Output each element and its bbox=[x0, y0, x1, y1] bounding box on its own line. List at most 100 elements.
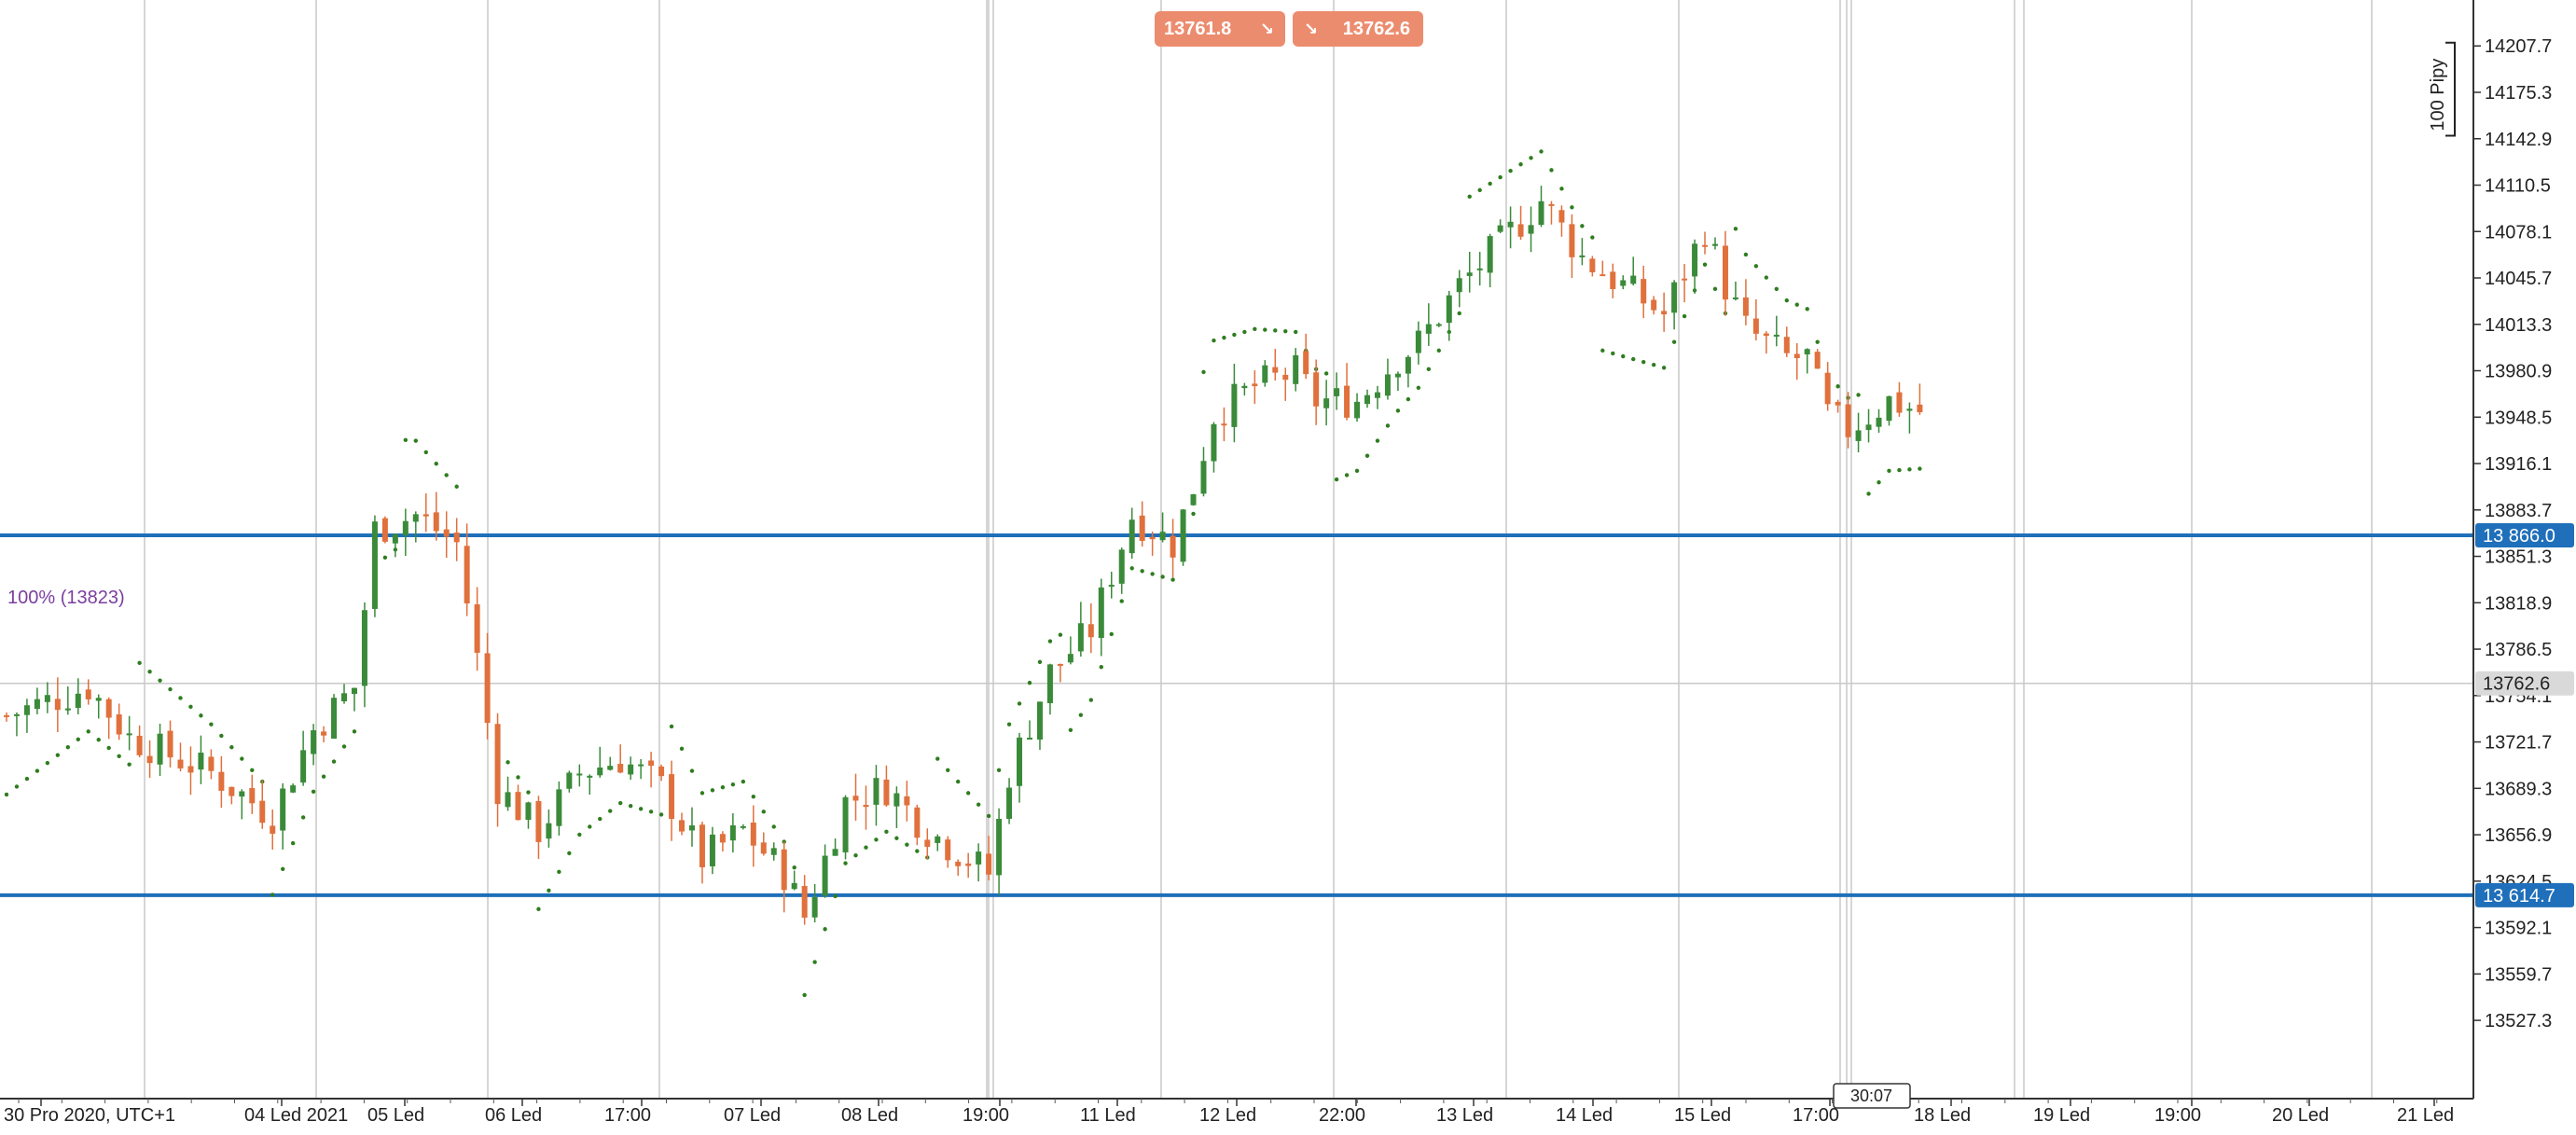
sar-dot bbox=[300, 815, 306, 820]
sar-dot bbox=[1570, 205, 1574, 210]
x-tick-label: 20 Led bbox=[2272, 1105, 2329, 1126]
sar-dot bbox=[1907, 467, 1912, 472]
sar-dot bbox=[1426, 367, 1432, 372]
candle-body bbox=[873, 778, 879, 805]
y-tick-label: 13818.9 bbox=[2485, 593, 2552, 614]
current-price-label-bg bbox=[2475, 671, 2574, 696]
countdown-box bbox=[1833, 1083, 1911, 1109]
candle-body bbox=[198, 753, 204, 770]
sar-dot bbox=[638, 807, 644, 811]
candle-body bbox=[1692, 243, 1698, 277]
candle-body bbox=[1763, 333, 1769, 337]
candle-body bbox=[1211, 423, 1217, 462]
y-tick-label: 13916.1 bbox=[2485, 454, 2552, 475]
sar-dot bbox=[1835, 384, 1840, 389]
sar-dot bbox=[536, 907, 541, 911]
sar-dot bbox=[1027, 680, 1032, 685]
sar-dot bbox=[884, 829, 889, 835]
sar-dot bbox=[1160, 574, 1165, 579]
candle-body bbox=[1906, 408, 1913, 411]
sar-dot bbox=[1088, 698, 1094, 702]
candle-body bbox=[1036, 701, 1043, 740]
sar-dot bbox=[250, 768, 255, 773]
candle-body bbox=[381, 518, 388, 542]
sar-dot bbox=[209, 722, 214, 727]
sar-dot bbox=[1375, 438, 1380, 443]
sar-dot bbox=[1498, 174, 1503, 180]
sar-dot bbox=[1712, 286, 1718, 292]
y-tick-label: 13721.7 bbox=[2485, 733, 2552, 754]
sar-dot bbox=[1109, 631, 1114, 637]
candle-body bbox=[1262, 365, 1268, 383]
candle-body bbox=[4, 714, 9, 717]
candle-body bbox=[546, 823, 552, 839]
candle-body bbox=[1641, 279, 1647, 304]
sar-dot bbox=[935, 756, 940, 761]
y-tick-label: 13527.3 bbox=[2485, 1011, 2552, 1031]
sar-dot bbox=[1733, 227, 1738, 231]
x-tick-label: 11 Led bbox=[1080, 1105, 1136, 1126]
sar-dot bbox=[434, 461, 438, 466]
sar-dot bbox=[1467, 194, 1472, 199]
sar-dot bbox=[1457, 311, 1461, 316]
candle-body bbox=[1272, 367, 1279, 373]
candle-body bbox=[105, 699, 112, 718]
candle-body bbox=[146, 755, 153, 764]
sar-dot bbox=[1068, 727, 1073, 733]
sar-dot bbox=[1897, 467, 1902, 473]
sar-dot bbox=[321, 774, 326, 779]
candle-body bbox=[64, 708, 71, 711]
candle-body bbox=[669, 774, 675, 820]
sar-dot bbox=[1344, 473, 1350, 478]
sar-dot bbox=[1140, 569, 1144, 574]
sar-dot bbox=[1119, 599, 1124, 603]
candle-body bbox=[249, 788, 256, 804]
horizontal-lines[interactable] bbox=[0, 533, 2473, 897]
sar-dot bbox=[608, 809, 613, 813]
candle-body bbox=[1446, 295, 1452, 324]
sell-price-badge[interactable]: 13761.8 ↘ bbox=[1155, 11, 1285, 47]
y-tick-label: 13656.9 bbox=[2485, 825, 2552, 846]
sar-dot bbox=[833, 893, 838, 899]
sar-dot bbox=[699, 791, 705, 796]
sar-dot bbox=[1323, 371, 1329, 376]
candle-body bbox=[116, 713, 122, 735]
candle-body bbox=[1077, 623, 1084, 652]
sar-dot bbox=[1191, 511, 1196, 517]
sar-dot bbox=[35, 768, 40, 773]
y-tick-label: 14078.1 bbox=[2485, 222, 2552, 242]
buy-price-badge[interactable]: ↘ 13762.6 bbox=[1293, 11, 1423, 47]
sar-dot bbox=[1918, 466, 1922, 471]
candle-body bbox=[1517, 224, 1524, 237]
candle-body bbox=[1752, 318, 1759, 334]
sar-dot bbox=[567, 851, 572, 856]
sar-dot bbox=[1580, 224, 1585, 228]
candle-body bbox=[474, 603, 480, 653]
candle-body bbox=[1027, 737, 1032, 740]
candle-body bbox=[1282, 374, 1289, 381]
sar-dot bbox=[915, 849, 920, 853]
sar-dot bbox=[874, 837, 879, 842]
sar-dot bbox=[1877, 479, 1881, 485]
sar-dot bbox=[1631, 356, 1636, 362]
candle-body bbox=[1425, 324, 1432, 334]
candle-body bbox=[1538, 201, 1544, 226]
candle-body bbox=[351, 687, 357, 695]
x-tick-label: 19:00 bbox=[963, 1105, 1009, 1126]
sar-dot bbox=[1651, 363, 1656, 367]
candle-body bbox=[23, 705, 30, 715]
candle-body bbox=[1630, 275, 1637, 284]
sar-dot bbox=[588, 824, 592, 829]
candle-body bbox=[1814, 352, 1821, 369]
candle-body bbox=[852, 796, 859, 801]
buy-arrow-icon: ↘ bbox=[1304, 20, 1319, 38]
candle-body bbox=[321, 731, 327, 736]
candle-body bbox=[1804, 349, 1810, 355]
candle-body bbox=[34, 699, 40, 710]
sar-dot bbox=[55, 753, 61, 757]
candle-body bbox=[709, 834, 715, 866]
candle-body bbox=[587, 775, 593, 778]
candle-body bbox=[750, 823, 756, 846]
